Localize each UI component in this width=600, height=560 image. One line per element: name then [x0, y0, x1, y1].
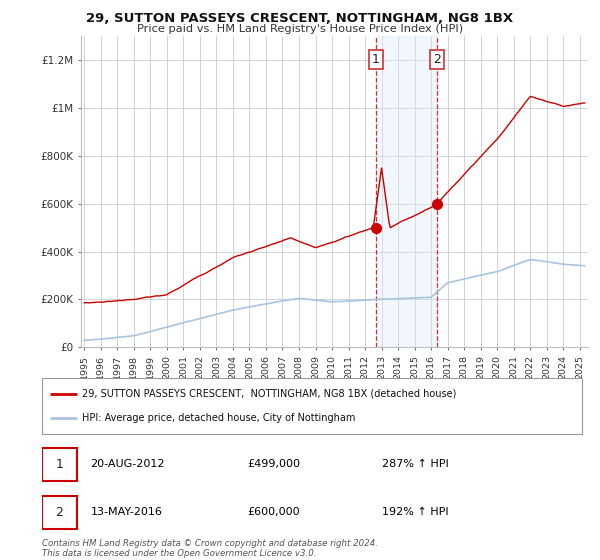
Text: Price paid vs. HM Land Registry's House Price Index (HPI): Price paid vs. HM Land Registry's House …: [137, 24, 463, 34]
Text: £600,000: £600,000: [247, 507, 300, 517]
Text: 192% ↑ HPI: 192% ↑ HPI: [382, 507, 449, 517]
Text: 1: 1: [56, 458, 64, 471]
Bar: [42, 496, 77, 529]
Text: 20-AUG-2012: 20-AUG-2012: [91, 459, 165, 469]
Text: 29, SUTTON PASSEYS CRESCENT,  NOTTINGHAM, NG8 1BX (detached house): 29, SUTTON PASSEYS CRESCENT, NOTTINGHAM,…: [83, 389, 457, 399]
Text: HPI: Average price, detached house, City of Nottingham: HPI: Average price, detached house, City…: [83, 413, 356, 423]
Text: 1: 1: [371, 53, 380, 66]
Text: 13-MAY-2016: 13-MAY-2016: [91, 507, 163, 517]
Bar: [376, 36, 437, 347]
Bar: [42, 448, 77, 481]
Text: £499,000: £499,000: [247, 459, 300, 469]
Text: 2: 2: [56, 506, 64, 519]
Text: 29, SUTTON PASSEYS CRESCENT, NOTTINGHAM, NG8 1BX: 29, SUTTON PASSEYS CRESCENT, NOTTINGHAM,…: [86, 12, 514, 25]
Text: 2: 2: [433, 53, 441, 66]
Text: 287% ↑ HPI: 287% ↑ HPI: [382, 459, 449, 469]
Text: Contains HM Land Registry data © Crown copyright and database right 2024.
This d: Contains HM Land Registry data © Crown c…: [42, 539, 378, 558]
